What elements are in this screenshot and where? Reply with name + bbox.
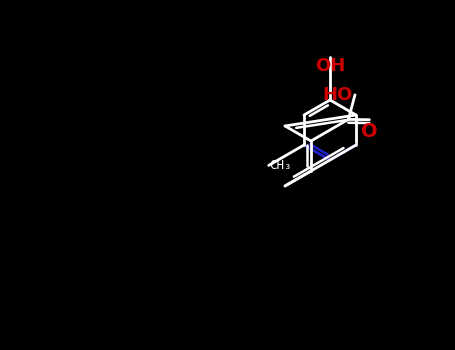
Text: CH₃: CH₃ <box>269 159 291 172</box>
Text: OH: OH <box>315 57 345 75</box>
Text: O: O <box>361 122 378 141</box>
Text: HO: HO <box>323 86 353 104</box>
